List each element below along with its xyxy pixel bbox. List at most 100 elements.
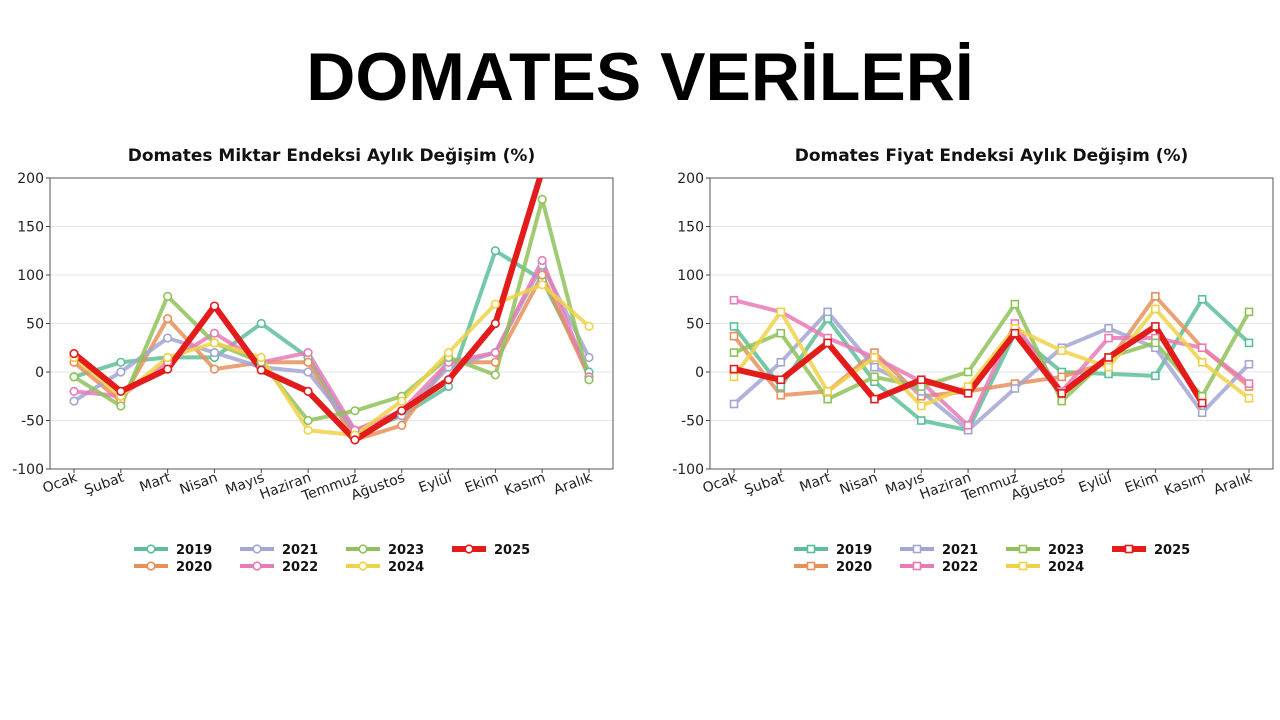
quantity-point-2025 — [209, 301, 220, 311]
price-y-tick-label: 50 — [686, 317, 704, 333]
quantity-x-tick-label: Ocak — [41, 469, 81, 496]
quantity-point-2020 — [537, 270, 547, 280]
price-point-2024 — [1151, 304, 1160, 314]
price-chart: Domates Fiyat Endeksi Aylık Değişim (%) -… — [660, 138, 1280, 598]
price-point-2025 — [1010, 328, 1020, 338]
quantity-point-2025 — [350, 435, 360, 445]
price-y-tick-label: -100 — [672, 462, 704, 478]
quantity-point-2025 — [397, 406, 407, 416]
price-point-2020 — [729, 331, 739, 341]
price-point-2024 — [1057, 346, 1067, 355]
price-y-tick-label: 0 — [695, 365, 704, 381]
quantity-point-2025 — [490, 318, 500, 329]
price-point-2019 — [1244, 338, 1254, 348]
quantity-point-2025 — [163, 364, 173, 374]
quantity-point-2022 — [209, 328, 220, 338]
quantity-x-tick-label: Eylül — [417, 470, 454, 497]
quantity-chart-title: Domates Miktar Endeksi Aylık Değişim (%) — [128, 146, 536, 166]
quantity-y-tick-label: 0 — [35, 365, 44, 381]
price-point-2019 — [823, 314, 832, 323]
price-point-2023 — [1057, 396, 1067, 406]
price-x-tick-label: Eylül — [1077, 470, 1114, 497]
quantity-y-tick-label: 200 — [17, 171, 44, 187]
price-x-tick-label: Ocak — [701, 469, 741, 496]
quantity-x-tick-label: Ağustos — [349, 470, 407, 504]
quantity-legend-label: 2024 — [388, 560, 424, 575]
quantity-y-tick-label: 100 — [17, 268, 44, 284]
quantity-point-2019 — [490, 246, 500, 256]
quantity-point-2023 — [116, 401, 126, 411]
quantity-point-2024 — [256, 352, 266, 363]
quantity-point-2024 — [397, 396, 407, 406]
price-point-2024 — [963, 382, 973, 391]
quantity-point-2024 — [209, 338, 220, 348]
price-legend-item-2024: 2024 — [1006, 560, 1084, 575]
price-point-2023 — [823, 394, 832, 404]
quantity-legend-label: 2019 — [176, 543, 212, 558]
price-legend-label: 2024 — [1048, 560, 1084, 575]
quantity-point-2025 — [116, 386, 126, 396]
price-legend-marker — [806, 544, 816, 554]
price-x-tick-label: Ağustos — [1009, 470, 1067, 504]
quantity-point-2021 — [209, 348, 220, 358]
price-point-2019 — [729, 322, 739, 331]
price-point-2019 — [916, 416, 926, 425]
price-point-2021 — [870, 362, 879, 372]
price-point-2019 — [1197, 294, 1207, 304]
price-point-2025 — [823, 338, 832, 348]
page-title: DOMATES VERİLERİ — [306, 39, 974, 115]
quantity-x-tick-label: Ekim — [463, 470, 501, 497]
quantity-markers-group — [69, 194, 594, 445]
price-series-line-2021 — [732, 309, 1251, 433]
price-legend-label: 2019 — [836, 543, 872, 558]
price-y-tick-label: 100 — [677, 268, 704, 284]
quantity-point-2023 — [350, 406, 360, 416]
quantity-y-tick-label: 50 — [26, 317, 44, 333]
quantity-point-2022 — [490, 348, 500, 358]
price-point-2020 — [1057, 372, 1067, 382]
price-point-2021 — [729, 399, 739, 409]
quantity-legend-item-2021: 2021 — [240, 543, 318, 558]
price-point-2021 — [1104, 324, 1113, 333]
price-legend-marker — [912, 561, 922, 571]
quantity-point-2021 — [163, 333, 173, 343]
quantity-series-line-2025 — [71, 178, 543, 443]
price-point-2024 — [916, 401, 926, 411]
quantity-point-2024 — [584, 321, 594, 332]
price-y-tick-label: -50 — [681, 414, 704, 430]
quantity-plot-frame — [49, 177, 614, 470]
quantity-legend-marker — [464, 544, 474, 554]
quantity-point-2019 — [116, 357, 126, 367]
quantity-series-line-2023 — [72, 197, 591, 423]
price-point-2025 — [870, 394, 879, 404]
price-x-tick-label: Şubat — [742, 470, 786, 499]
quantity-point-2025 — [256, 365, 266, 375]
quantity-point-2021 — [303, 367, 313, 377]
price-point-2024 — [1104, 362, 1113, 372]
quantity-point-2025 — [69, 348, 79, 359]
price-point-2022 — [963, 421, 973, 430]
price-point-2025 — [1151, 322, 1160, 331]
price-x-tick-label: Nisan — [838, 470, 880, 498]
price-x-tick-label: Kasım — [1162, 470, 1207, 500]
price-legend-marker — [806, 561, 816, 571]
price-point-2023 — [916, 382, 926, 391]
quantity-chart-svg: Domates Miktar Endeksi Aylık Değişim (%)… — [12, 146, 614, 575]
quantity-point-2023 — [584, 375, 594, 385]
price-legend-label: 2021 — [942, 543, 978, 558]
quantity-legend-item-2024: 2024 — [346, 560, 424, 575]
price-legend-item-2022: 2022 — [900, 560, 978, 575]
quantity-point-2025 — [303, 386, 313, 396]
price-point-2024 — [870, 353, 879, 362]
price-chart-svg: Domates Fiyat Endeksi Aylık Değişim (%) -… — [672, 146, 1274, 575]
price-legend-label: 2020 — [836, 560, 872, 575]
quantity-x-tick-label: Aralık — [551, 469, 595, 498]
price-markers-group — [729, 292, 1254, 435]
price-point-2022 — [1104, 333, 1113, 343]
quantity-point-2020 — [490, 357, 500, 367]
price-series-line-2024 — [732, 306, 1251, 408]
quantity-point-2023 — [490, 370, 500, 380]
quantity-legend-marker — [358, 544, 368, 554]
quantity-legend-item-2025: 2025 — [452, 543, 530, 558]
price-point-2025 — [729, 364, 739, 374]
